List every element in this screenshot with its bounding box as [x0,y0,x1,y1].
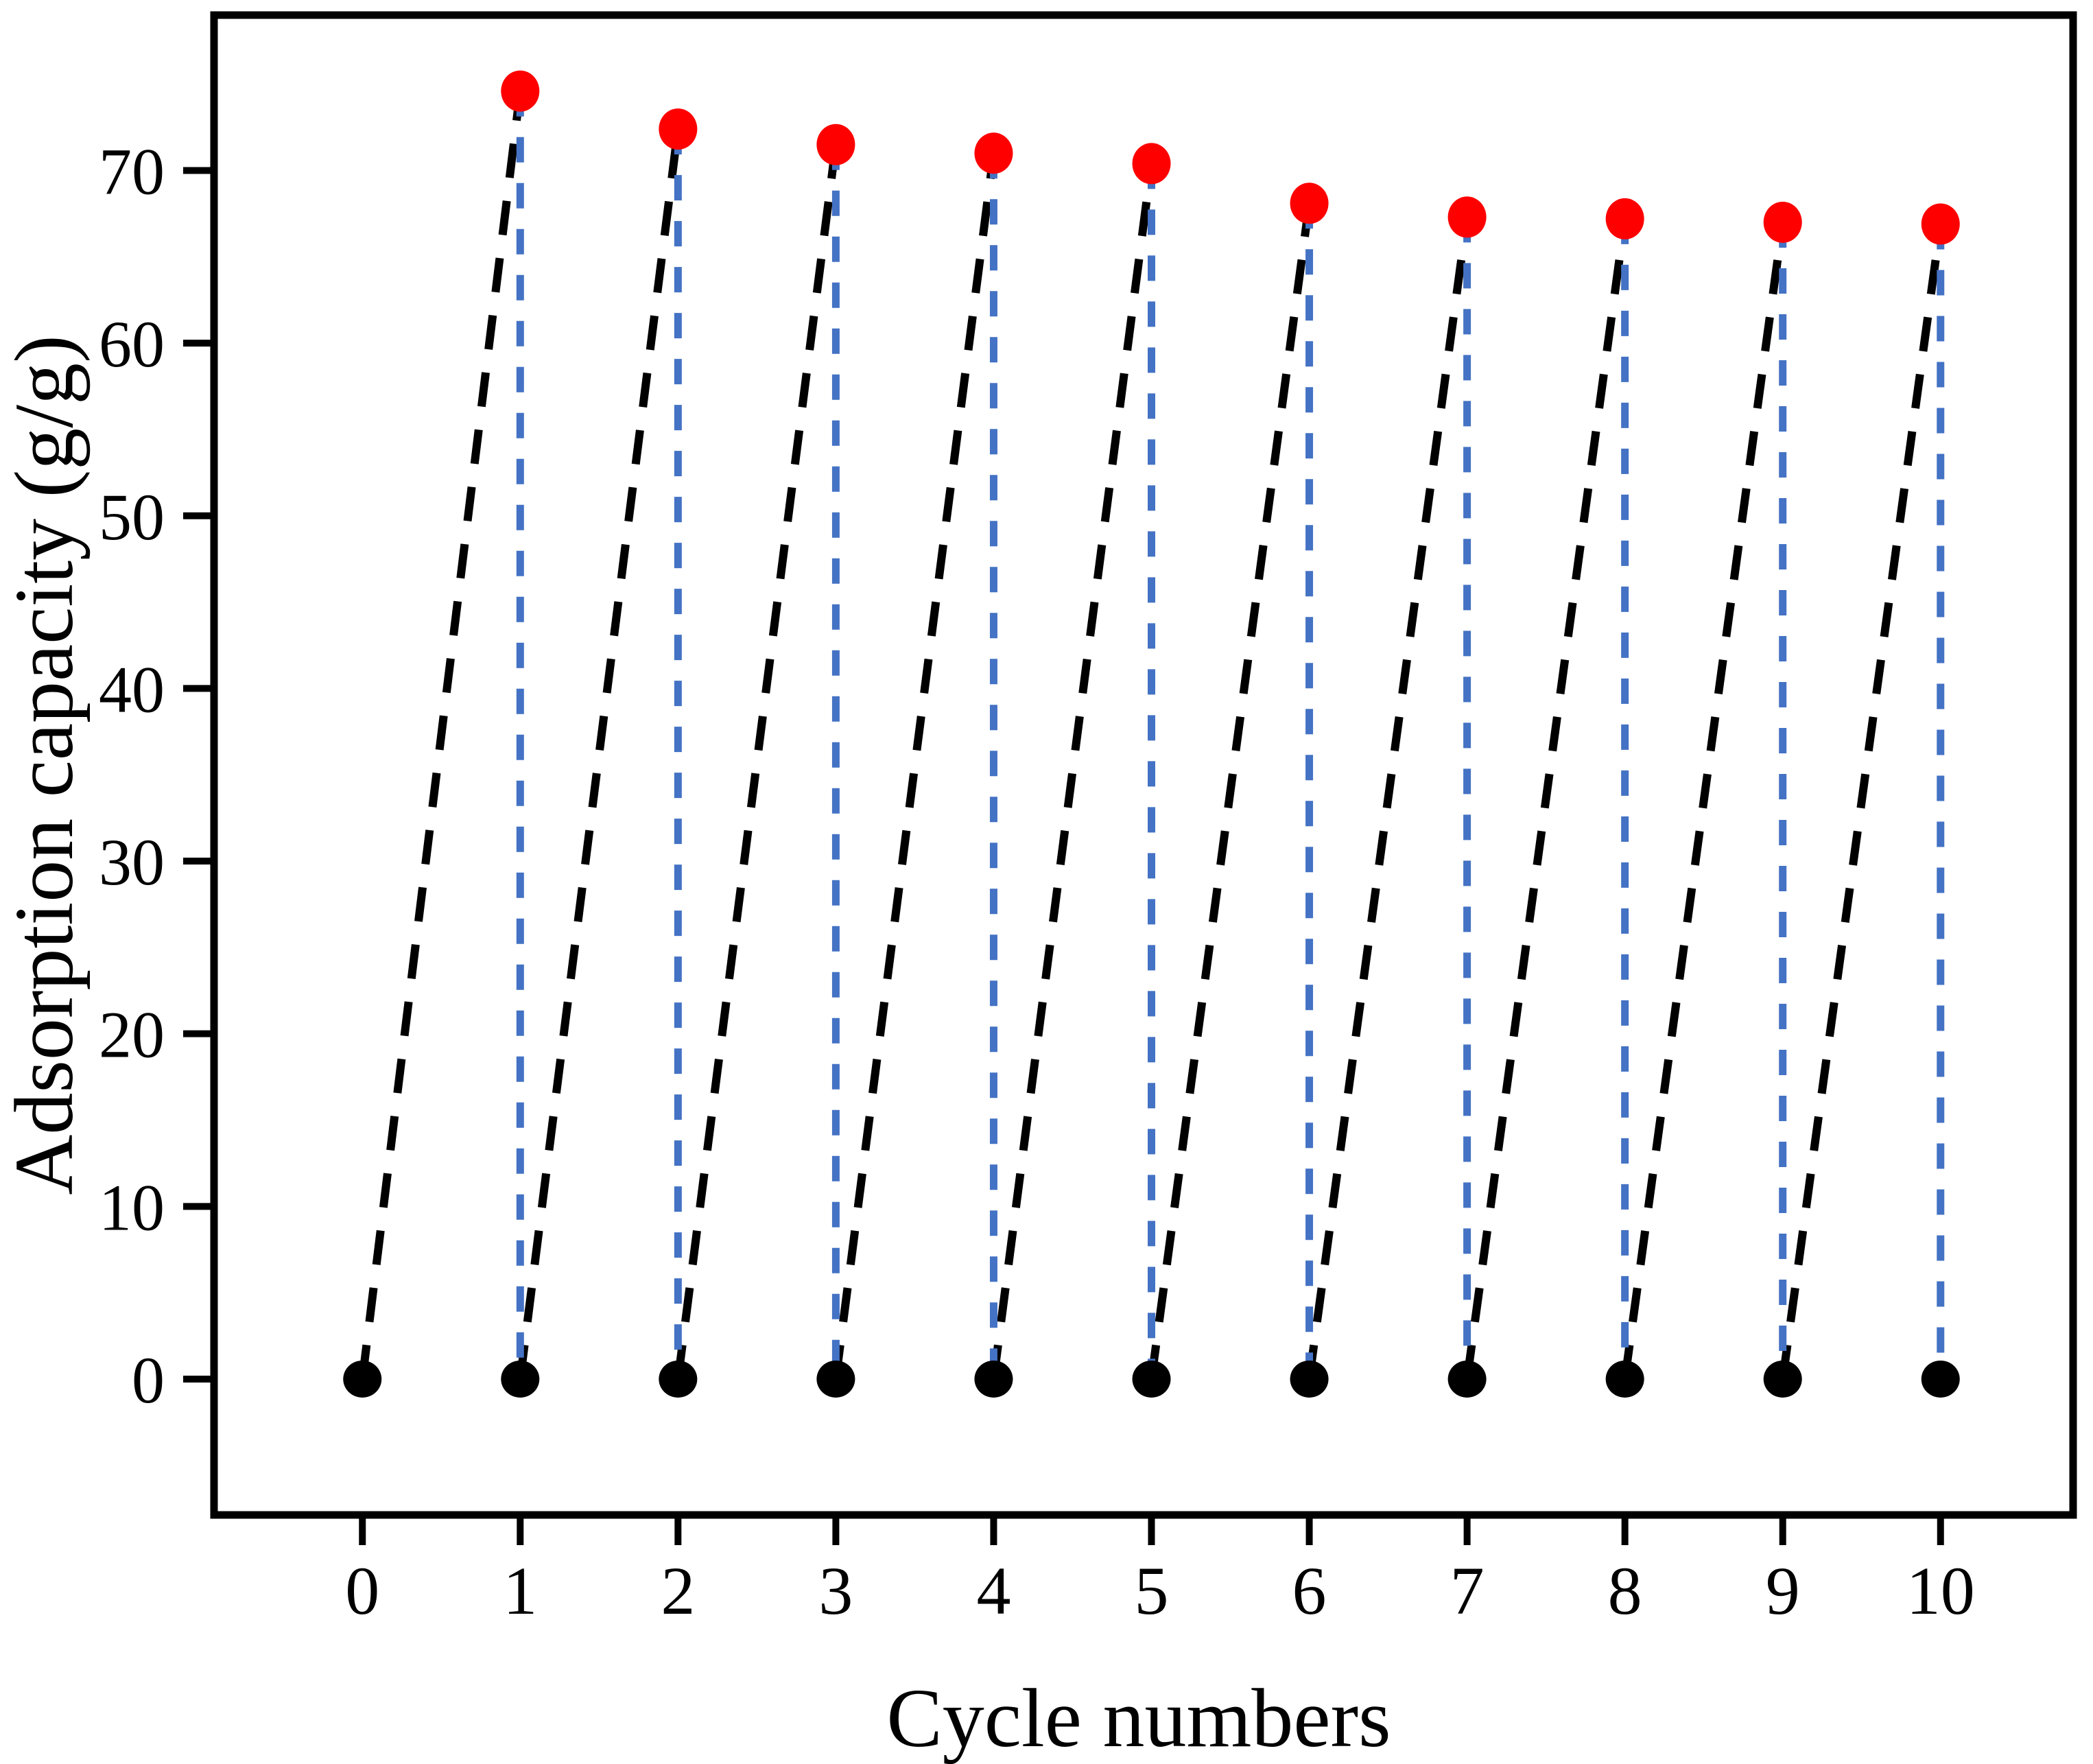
capacity-point [974,132,1013,174]
regenerated-point [501,1360,540,1398]
x-tick-label: 0 [345,1553,379,1629]
x-tick-label: 8 [1608,1553,1642,1629]
capacity-point [1763,201,1802,243]
y-tick-label: 10 [99,1171,165,1244]
chart-generated-layer: 0 10 20 30 40 50 60 70 0 1 2 3 4 5 6 7 8 9 10 [99,11,2077,1629]
adsorption-rise-line [1147,202,1314,1380]
x-tick-label: 9 [1766,1553,1800,1629]
adsorption-rise-line [1463,218,1629,1380]
capacity-point [1447,196,1487,238]
x-tick-label: 1 [503,1553,537,1629]
capacity-point [501,70,540,112]
capacity-point [1605,198,1644,239]
x-tick-label: 7 [1450,1553,1485,1629]
regenerated-point [974,1360,1013,1398]
adsorption-rise-line [1620,222,1787,1380]
x-tick-label: 4 [976,1553,1010,1629]
x-tick-label: 2 [661,1553,695,1629]
y-tick-label: 40 [99,652,165,726]
adsorption-rise-line [674,143,840,1380]
y-tick-label: 70 [99,134,165,208]
x-axis-title: Cycle numbers [886,1672,1391,1764]
regenerated-point [343,1360,382,1398]
regenerated-point [1921,1360,1960,1398]
y-tick-label: 60 [99,307,165,381]
regenerated-point [1605,1360,1644,1398]
y-tick-label: 20 [99,998,165,1072]
adsorption-rise-line [831,152,998,1380]
x-tick-label: 10 [1906,1553,1975,1629]
x-tick-label: 3 [818,1553,853,1629]
x-tick-label: 6 [1292,1553,1327,1629]
adsorption-rise-line [1305,216,1471,1380]
capacity-point [1921,203,1960,245]
x-tick-label: 5 [1135,1553,1169,1629]
regenerated-point [816,1360,855,1398]
regenerated-point [1132,1360,1171,1398]
regenerated-point [1447,1360,1487,1398]
y-tick-label: 30 [99,825,165,899]
y-tick-label: 0 [132,1343,165,1417]
capacity-point [1132,143,1171,185]
y-axis-title: Adsorption capacity (g/g) [0,335,91,1195]
y-tick-label: 50 [99,480,165,554]
regenerated-point [659,1360,698,1398]
capacity-point [816,124,855,165]
adsorption-rise-line [989,163,1156,1380]
plot-border [210,11,2077,1519]
regenerated-point [1763,1360,1802,1398]
adsorption-rise-line [1778,223,1945,1380]
capacity-point [1290,183,1329,224]
adsorption-rise-line [516,128,683,1380]
adsorption-rise-line [358,90,525,1380]
regenerated-point [1290,1360,1329,1398]
capacity-point [659,108,698,150]
